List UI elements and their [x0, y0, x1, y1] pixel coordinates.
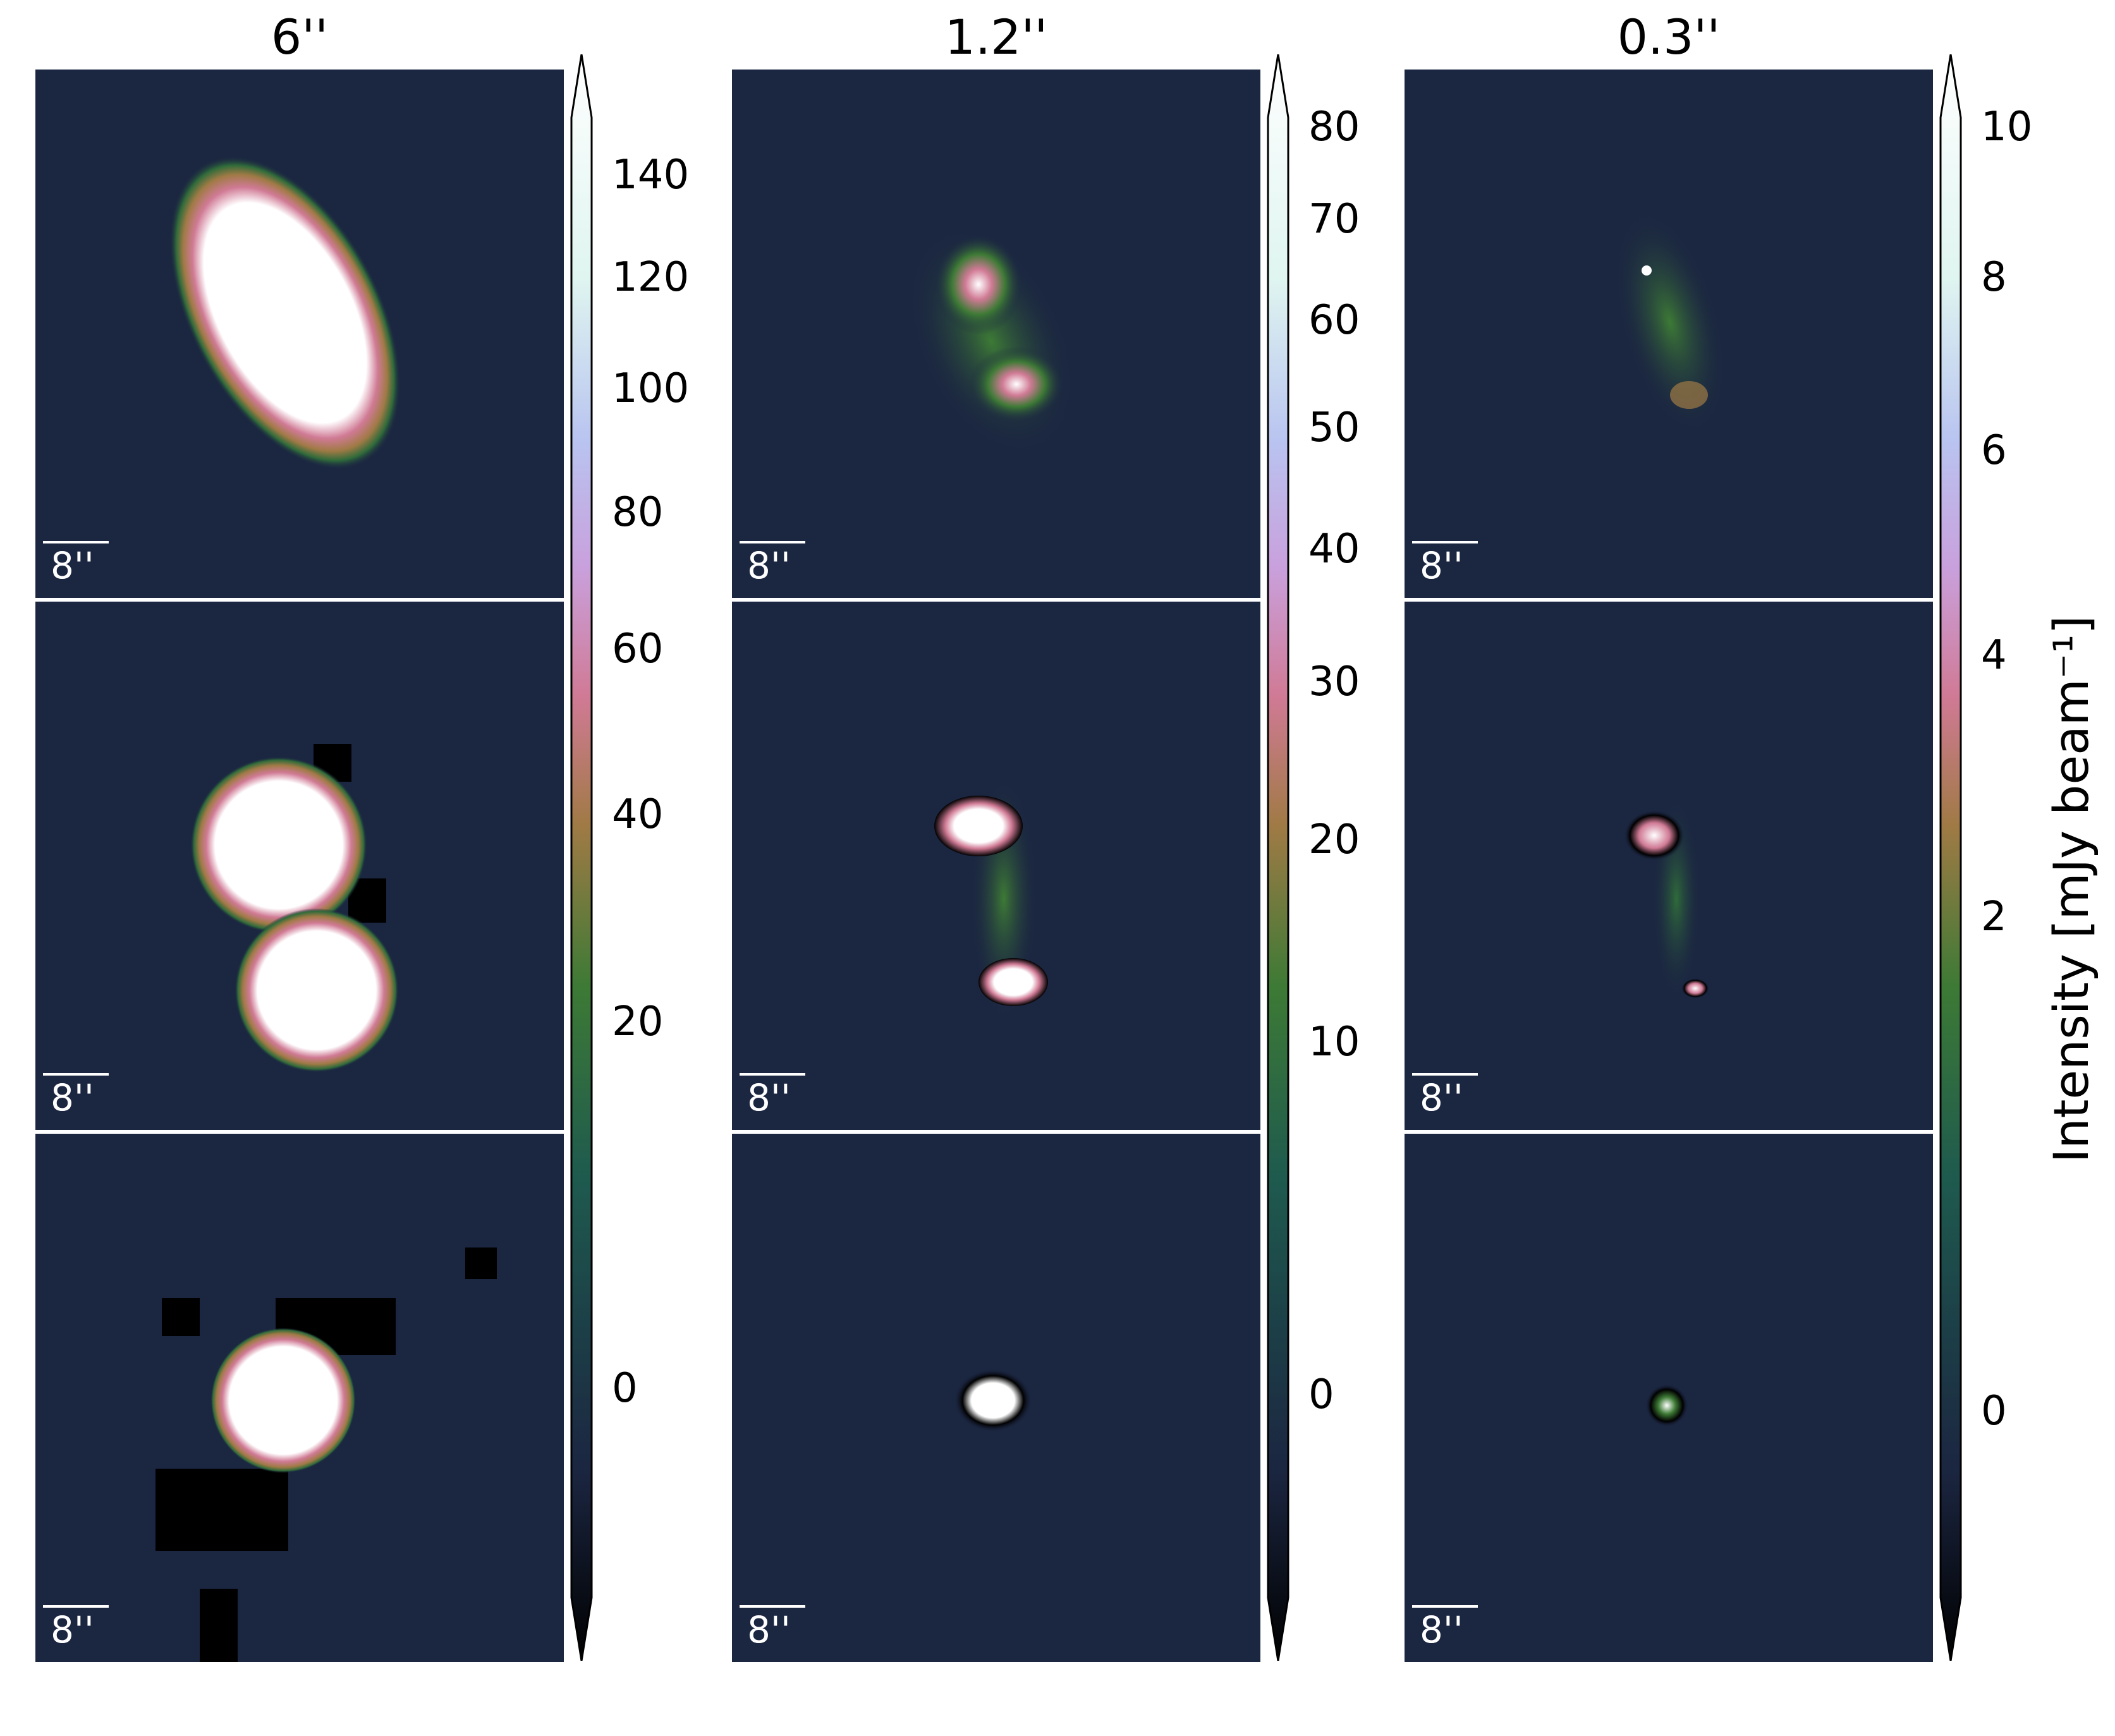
- scalebar: 8'': [1412, 1605, 1478, 1649]
- colorbar-tick: 50: [1308, 404, 1360, 451]
- radio-image: [1612, 205, 1728, 439]
- colorbar-tick: 60: [1308, 297, 1360, 344]
- colorbar-tick: 2: [1981, 894, 2007, 940]
- scalebar: 8'': [43, 1073, 109, 1117]
- colorbar-gradient: [570, 54, 593, 1661]
- colorbar-tick: 30: [1308, 659, 1360, 705]
- scalebar: 8'': [43, 541, 109, 585]
- colorbar-tick: 6: [1981, 427, 2007, 474]
- colorbar-gradient: [1267, 54, 1289, 1661]
- radio-image: [190, 744, 399, 1072]
- scalebar: 8'': [740, 1073, 805, 1117]
- scalebar: 8'': [1412, 541, 1478, 585]
- scalebar: 8'': [1412, 1073, 1478, 1117]
- panel-1p2arcsec-row3: 8'': [732, 1134, 1260, 1662]
- colorbar-tick: 10: [1308, 1019, 1360, 1065]
- colorbar-tick: 20: [612, 999, 664, 1045]
- radio-image: [934, 772, 1048, 1025]
- colorbar-tick: 140: [612, 152, 690, 198]
- column-title-1p2arcsec: 1.2'': [944, 9, 1048, 65]
- colorbar-tick: 0: [1308, 1371, 1334, 1418]
- colorbar-tick: 80: [612, 489, 664, 536]
- panel-6arcsec-row1: 8'': [35, 70, 564, 598]
- colorbar-tick: 8: [1981, 254, 2007, 301]
- panel-0p3arcsec-row3: 8'': [1405, 1134, 1933, 1662]
- column-title-0p3arcsec: 0.3'': [1617, 9, 1721, 65]
- radio-image: [155, 1247, 497, 1662]
- colorbar-tick: 40: [1308, 526, 1360, 573]
- colorbar-tick: 60: [612, 626, 664, 672]
- colorbar-tick: 20: [1308, 816, 1360, 863]
- colorbar-tick: 0: [1981, 1388, 2007, 1435]
- colorbar-tick: 10: [1981, 104, 2033, 150]
- colorbar-tick: 0: [612, 1365, 638, 1412]
- colorbar-gradient: [1939, 54, 1962, 1661]
- colorbar-0p3arcsec: [1938, 54, 1963, 1661]
- radio-image: [904, 222, 1078, 461]
- colorbar-1p2arcsec: [1265, 54, 1291, 1661]
- colorbar-tick: 40: [612, 791, 664, 838]
- scalebar: 8'': [740, 541, 805, 585]
- panel-0p3arcsec-row1: 8'': [1405, 70, 1933, 598]
- scalebar: 8'': [740, 1605, 805, 1649]
- radio-image: [1624, 791, 1709, 1006]
- colorbar-label: Intensity [mJy beam⁻¹]: [2043, 615, 2099, 1163]
- radio-image: [1645, 1384, 1688, 1427]
- panel-1p2arcsec-row1: 8'': [732, 70, 1260, 598]
- colorbar-tick: 100: [612, 365, 690, 412]
- radio-image: [954, 1369, 1032, 1432]
- radio-image: [169, 155, 401, 470]
- panel-6arcsec-row3: 8'': [35, 1134, 564, 1662]
- panel-6arcsec-row2: 8'': [35, 602, 564, 1130]
- column-title-6arcsec: 6'': [271, 9, 329, 65]
- colorbar-tick: 70: [1308, 196, 1360, 243]
- colorbar-tick: 120: [612, 254, 690, 301]
- panel-0p3arcsec-row2: 8'': [1405, 602, 1933, 1130]
- scalebar: 8'': [43, 1605, 109, 1649]
- colorbar-6arcsec: [569, 54, 594, 1661]
- panel-1p2arcsec-row2: 8'': [732, 602, 1260, 1130]
- colorbar-tick: 80: [1308, 104, 1360, 150]
- colorbar-tick: 4: [1981, 632, 2007, 679]
